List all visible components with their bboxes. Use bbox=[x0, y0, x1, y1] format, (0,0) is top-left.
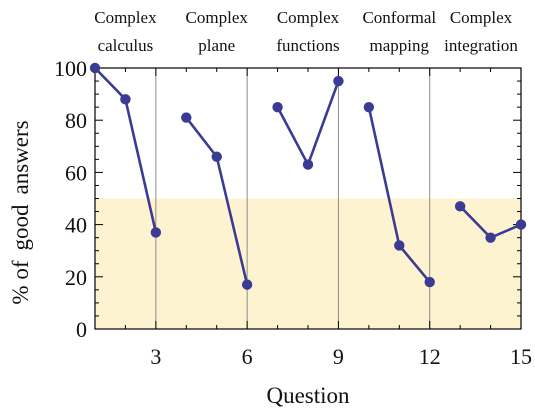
data-point bbox=[424, 276, 435, 288]
x-axis-title: Question bbox=[266, 383, 350, 408]
plot-background bbox=[95, 198, 521, 329]
series-line-segment-3 bbox=[276, 80, 340, 166]
data-point bbox=[363, 101, 375, 113]
axis-ticks bbox=[94, 67, 522, 330]
y-axis-title-word: % of bbox=[8, 260, 33, 304]
y-tick-label: 60 bbox=[65, 160, 87, 185]
shaded-band bbox=[95, 198, 521, 329]
x-tick-label: 6 bbox=[242, 344, 253, 369]
data-point bbox=[89, 62, 101, 74]
y-axis-title-word: answers bbox=[8, 120, 33, 194]
data-series bbox=[89, 62, 527, 290]
data-point bbox=[333, 75, 344, 87]
section-headers: Complex calculus Complex plane Complex functi… bbox=[94, 8, 518, 55]
data-point bbox=[485, 232, 496, 243]
section-title-line1: Conformal bbox=[362, 8, 436, 27]
y-tick-label: 80 bbox=[65, 108, 87, 133]
data-point bbox=[302, 159, 314, 170]
x-tick-label: 3 bbox=[150, 344, 161, 369]
y-axis-title: % of good answers bbox=[8, 120, 33, 304]
section-title-line2: mapping bbox=[370, 36, 430, 55]
data-point bbox=[150, 227, 162, 238]
y-tick-label: 20 bbox=[65, 265, 87, 290]
data-point bbox=[515, 219, 527, 230]
section-title-line2: calculus bbox=[98, 36, 154, 55]
data-point bbox=[120, 94, 131, 105]
data-point bbox=[394, 240, 405, 251]
x-tick-label: 9 bbox=[333, 344, 344, 369]
section-title-line2: integration bbox=[444, 36, 518, 55]
y-tick-label: 40 bbox=[65, 213, 87, 238]
data-point bbox=[272, 101, 283, 113]
data-point bbox=[241, 279, 253, 290]
section-title-line1: Complex bbox=[94, 8, 157, 27]
data-point bbox=[211, 151, 222, 162]
data-point bbox=[181, 112, 192, 123]
section-title-line2: functions bbox=[276, 36, 339, 55]
section-title-line2: plane bbox=[198, 36, 235, 55]
y-tick-label: 0 bbox=[76, 317, 87, 342]
section-title-line1: Complex bbox=[277, 8, 340, 27]
y-axis-title-word: good bbox=[8, 204, 33, 251]
section-title-line1: Complex bbox=[450, 8, 513, 27]
axis-labels: 3 6 9 12 15 0 20 40 60 80 100 Question % of good answe… bbox=[8, 56, 532, 408]
y-tick-label: 100 bbox=[54, 56, 87, 81]
data-point bbox=[454, 201, 466, 212]
section-title-line1: Complex bbox=[186, 8, 249, 27]
x-tick-label: 12 bbox=[419, 344, 441, 369]
x-tick-label: 15 bbox=[510, 344, 532, 369]
